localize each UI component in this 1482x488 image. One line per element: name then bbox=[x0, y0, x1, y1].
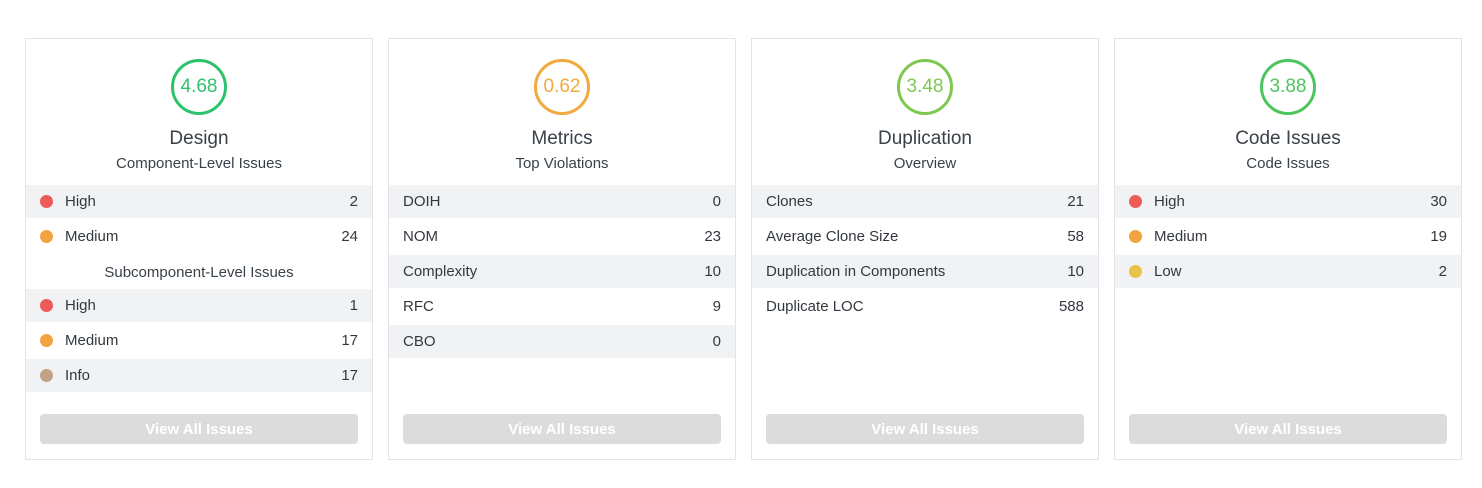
metric-row: Clones 21 bbox=[752, 185, 1098, 220]
metric-label: High bbox=[1154, 193, 1185, 210]
section-header: Subcomponent-Level Issues bbox=[26, 255, 372, 289]
metric-label: High bbox=[65, 193, 96, 210]
metric-row: Medium 17 bbox=[26, 324, 372, 359]
metric-row: Average Clone Size 58 bbox=[752, 220, 1098, 255]
metric-row: Duplicate LOC 588 bbox=[752, 290, 1098, 325]
rows-list: High 2 Medium 24 Subcomponent-Level Issues Hi… bbox=[26, 185, 372, 394]
score-circle: 3.88 bbox=[1260, 59, 1316, 115]
score-value: 4.68 bbox=[180, 76, 218, 97]
metric-row: Low 2 bbox=[1115, 255, 1461, 290]
severity-dot-icon bbox=[1129, 230, 1142, 243]
severity-dot-icon bbox=[40, 299, 53, 312]
metric-row: NOM 23 bbox=[389, 220, 735, 255]
metric-value: 24 bbox=[341, 228, 358, 245]
metric-value: 1 bbox=[349, 297, 358, 314]
metric-label: Info bbox=[65, 367, 91, 384]
metric-value: 0 bbox=[712, 193, 721, 210]
metric-value: 588 bbox=[1058, 298, 1084, 315]
card-metrics: 0.62 Metrics Top Violations DOIH 0 NOM 23 Co… bbox=[388, 38, 736, 460]
card-header: 3.48 Duplication Overview bbox=[752, 39, 1098, 172]
metric-label: NOM bbox=[403, 228, 438, 245]
metric-label: Duplicate LOC bbox=[766, 298, 864, 315]
card-header: 0.62 Metrics Top Violations bbox=[389, 39, 735, 172]
metric-label: Complexity bbox=[403, 263, 478, 280]
metric-label: RFC bbox=[403, 298, 434, 315]
metric-value: 21 bbox=[1067, 193, 1084, 210]
card-code-issues: 3.88 Code Issues Code Issues High 30 Mediu… bbox=[1114, 38, 1462, 460]
metric-value: 0 bbox=[712, 333, 721, 350]
metric-label: Medium bbox=[65, 228, 119, 245]
metric-value: 19 bbox=[1430, 228, 1447, 245]
view-all-issues-button[interactable]: View All Issues bbox=[40, 414, 358, 444]
card-header: 3.88 Code Issues Code Issues bbox=[1115, 39, 1461, 172]
metric-value: 30 bbox=[1430, 193, 1447, 210]
score-value: 3.48 bbox=[906, 76, 944, 97]
card-design: 4.68 Design Component-Level Issues High 2… bbox=[25, 38, 373, 460]
score-value: 0.62 bbox=[543, 76, 581, 97]
metric-row: Info 17 bbox=[26, 359, 372, 394]
metric-row: RFC 9 bbox=[389, 290, 735, 325]
card-subtitle: Code Issues bbox=[1246, 155, 1330, 172]
severity-dot-icon bbox=[1129, 195, 1142, 208]
card-title: Metrics bbox=[531, 128, 593, 149]
severity-dot-icon bbox=[40, 195, 53, 208]
metric-row: Duplication in Components 10 bbox=[752, 255, 1098, 290]
card-subtitle: Overview bbox=[893, 155, 957, 172]
metric-value: 17 bbox=[341, 367, 358, 384]
metric-label: Clones bbox=[766, 193, 813, 210]
view-all-issues-button[interactable]: View All Issues bbox=[403, 414, 721, 444]
metric-row: Medium 24 bbox=[26, 220, 372, 255]
severity-dot-icon bbox=[40, 230, 53, 243]
metric-value: 2 bbox=[349, 193, 358, 210]
score-value: 3.88 bbox=[1269, 76, 1307, 97]
view-all-issues-button[interactable]: View All Issues bbox=[766, 414, 1084, 444]
metric-value: 10 bbox=[704, 263, 721, 280]
card-header: 4.68 Design Component-Level Issues bbox=[26, 39, 372, 172]
card-title: Duplication bbox=[878, 128, 972, 149]
severity-dot-icon bbox=[40, 369, 53, 382]
rows-list: Clones 21 Average Clone Size 58 Duplication … bbox=[752, 185, 1098, 325]
view-all-issues-button[interactable]: View All Issues bbox=[1129, 414, 1447, 444]
metric-label: Average Clone Size bbox=[766, 228, 899, 245]
score-circle: 4.68 bbox=[171, 59, 227, 115]
metric-row: Medium 19 bbox=[1115, 220, 1461, 255]
metric-row: High 30 bbox=[1115, 185, 1461, 220]
severity-dot-icon bbox=[40, 334, 53, 347]
metric-label: CBO bbox=[403, 333, 436, 350]
metric-label: Medium bbox=[65, 332, 119, 349]
metric-row: High 2 bbox=[26, 185, 372, 220]
card-title: Design bbox=[169, 128, 229, 149]
metric-row: DOIH 0 bbox=[389, 185, 735, 220]
rows-list: High 30 Medium 19 Low 2 bbox=[1115, 185, 1461, 290]
metric-label: Medium bbox=[1154, 228, 1208, 245]
metric-row: High 1 bbox=[26, 289, 372, 324]
metric-value: 10 bbox=[1067, 263, 1084, 280]
metric-row: Complexity 10 bbox=[389, 255, 735, 290]
metric-label: Duplication in Components bbox=[766, 263, 946, 280]
card-duplication: 3.48 Duplication Overview Clones 21 Averag… bbox=[751, 38, 1099, 460]
card-subtitle: Top Violations bbox=[515, 155, 609, 172]
score-circle: 3.48 bbox=[897, 59, 953, 115]
metric-value: 9 bbox=[712, 298, 721, 315]
severity-dot-icon bbox=[1129, 265, 1142, 278]
score-circle: 0.62 bbox=[534, 59, 590, 115]
metric-value: 58 bbox=[1067, 228, 1084, 245]
metric-label: Low bbox=[1154, 263, 1182, 280]
card-subtitle: Component-Level Issues bbox=[116, 155, 282, 172]
metric-label: DOIH bbox=[403, 193, 441, 210]
card-title: Code Issues bbox=[1235, 128, 1341, 149]
metric-label: High bbox=[65, 297, 96, 314]
metric-value: 23 bbox=[704, 228, 721, 245]
metric-value: 17 bbox=[341, 332, 358, 349]
metric-value: 2 bbox=[1438, 263, 1447, 280]
rows-list: DOIH 0 NOM 23 Complexity 10 RFC 9 CBO 0 bbox=[389, 185, 735, 360]
metric-row: CBO 0 bbox=[389, 325, 735, 360]
